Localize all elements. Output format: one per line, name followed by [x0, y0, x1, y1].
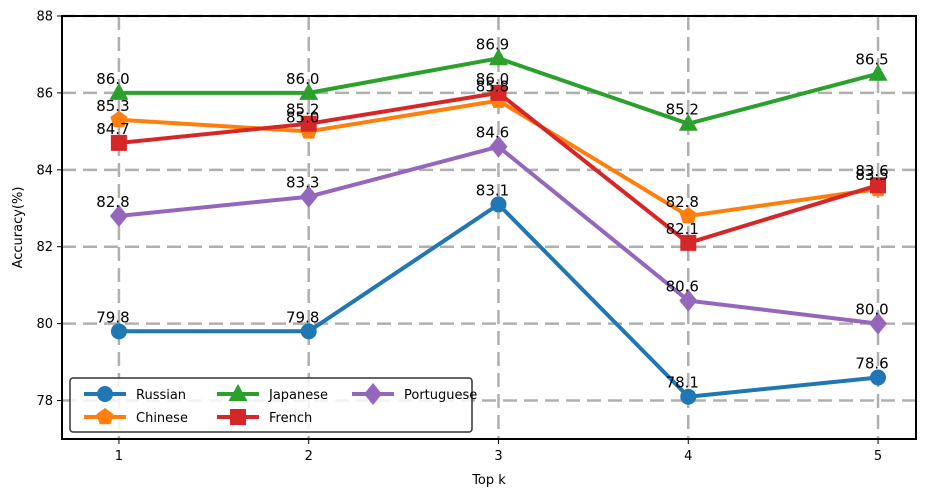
data-point-japanese [678, 113, 698, 131]
data-label-portuguese: 82.8 [96, 193, 129, 211]
legend-item-chinese: Chinese [84, 408, 188, 426]
legend: Russian Chinese Japanese French Portuguese [69, 377, 477, 433]
y-tick-label: 80 [36, 317, 53, 332]
data-point-portuguese [299, 185, 318, 208]
data-label-chinese: 85.0 [286, 108, 319, 126]
data-point-russian [680, 388, 697, 405]
data-point-japanese [868, 63, 888, 81]
data-label-french: 86.0 [476, 70, 509, 88]
data-point-russian [300, 323, 317, 340]
series-french [110, 84, 886, 251]
data-point-japanese [299, 82, 319, 100]
legend-marker-portuguese [364, 383, 382, 405]
legend-item-french: French [217, 409, 312, 426]
data-point-portuguese [869, 312, 887, 335]
legend-label-japanese: Japanese [268, 388, 328, 403]
x-tick-label: 1 [115, 449, 123, 464]
data-point-russian [110, 323, 127, 340]
x-tick-label: 3 [494, 449, 502, 464]
data-label-japanese: 86.0 [96, 70, 129, 88]
data-point-japanese [109, 82, 129, 100]
data-point-french [490, 84, 507, 101]
data-point-french [870, 177, 886, 194]
data-label-chinese: 82.8 [666, 193, 699, 211]
data-point-russian [490, 196, 507, 213]
legend-marker-french [230, 409, 246, 425]
data-labels: 79.8 79.8 83.1 78.1 78.6 85.3 85.0 85.8 82.8 83.5… [96, 35, 889, 391]
series-russian [110, 196, 887, 405]
y-tick-label: 82 [36, 240, 53, 255]
data-label-french: 83.6 [855, 162, 888, 180]
legend-item-portuguese: Portuguese [352, 383, 477, 405]
data-point-japanese [489, 48, 508, 66]
legend-marker-japanese [228, 384, 248, 401]
axis-ticks: 1 2 3 4 5 78 80 82 84 86 88 [36, 10, 882, 465]
data-point-portuguese [679, 289, 698, 312]
x-tick-label: 2 [305, 449, 313, 464]
data-label-portuguese: 84.6 [476, 124, 509, 142]
data-label-portuguese: 83.3 [286, 174, 319, 192]
plot-frame [61, 15, 917, 440]
data-point-russian [870, 369, 887, 386]
series-lines [109, 48, 888, 405]
data-label-french: 82.1 [666, 220, 699, 238]
data-point-portuguese [109, 205, 128, 227]
data-label-french: 85.2 [286, 101, 319, 119]
data-label-russian: 83.1 [476, 181, 509, 199]
y-tick-label: 84 [36, 163, 53, 178]
legend-item-russian: Russian [84, 386, 186, 403]
data-label-japanese: 86.9 [476, 35, 509, 53]
data-point-french [680, 234, 697, 251]
legend-marker-chinese [96, 408, 114, 425]
data-label-russian: 79.8 [286, 308, 319, 326]
data-point-chinese [679, 207, 697, 224]
series-portuguese [109, 135, 887, 335]
legend-marker-russian [97, 386, 113, 402]
data-point-chinese [110, 110, 128, 128]
data-label-chinese: 85.8 [476, 78, 509, 96]
data-label-chinese: 83.5 [855, 166, 888, 184]
y-axis-label: Accuracy(%) [11, 187, 26, 269]
x-tick-label: 5 [874, 449, 882, 464]
data-label-russian: 78.6 [855, 354, 888, 372]
legend-label-portuguese: Portuguese [404, 388, 477, 403]
series-japanese [109, 48, 888, 131]
data-label-japanese: 86.0 [286, 70, 319, 88]
y-tick-label: 88 [36, 10, 53, 25]
legend-label-russian: Russian [136, 388, 186, 403]
data-point-french [110, 134, 127, 151]
legend-label-french: French [269, 411, 312, 426]
data-label-russian: 78.1 [666, 374, 699, 392]
data-label-japanese: 85.2 [666, 101, 699, 119]
data-label-portuguese: 80.6 [666, 278, 699, 296]
data-point-french [300, 115, 317, 132]
legend-item-japanese: Japanese [217, 384, 328, 403]
data-label-russian: 79.8 [96, 308, 129, 326]
x-axis-label: Top k [471, 473, 506, 488]
data-label-chinese: 85.3 [96, 97, 129, 115]
y-tick-label: 78 [36, 394, 53, 409]
data-label-portuguese: 80.0 [855, 301, 888, 319]
legend-label-chinese: Chinese [136, 411, 188, 426]
x-tick-label: 4 [684, 449, 692, 464]
data-point-portuguese [489, 135, 508, 158]
y-tick-label: 86 [36, 86, 53, 101]
data-label-japanese: 86.5 [855, 51, 888, 69]
data-label-french: 84.7 [96, 120, 129, 138]
